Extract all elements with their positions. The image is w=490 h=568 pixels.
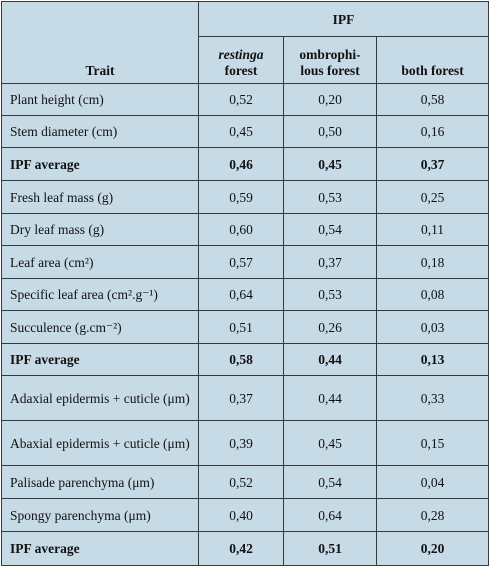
table-row: Succulence (g.cm⁻²) 0,51 0,26 0,03 xyxy=(1,310,490,344)
trait-cell: Dry leaf mass (g) xyxy=(1,213,199,246)
header-row-group: Trait IPF xyxy=(1,1,490,84)
value-cell: 0,37 xyxy=(198,375,284,421)
value-cell: 0,58 xyxy=(198,343,284,376)
column-header-both: both forest xyxy=(375,36,490,84)
trait-cell: Palisade parenchyma (μm) xyxy=(1,465,199,499)
table-row: Plant height (cm) 0,52 0,20 0,58 xyxy=(1,83,490,116)
value-cell: 0,64 xyxy=(198,278,284,311)
column-header-ombrophilous: ombrophi- lous forest xyxy=(283,36,377,84)
value-cell: 0,53 xyxy=(283,278,377,311)
value-cell: 0,13 xyxy=(375,343,490,376)
value-cell: 0,20 xyxy=(283,83,377,116)
value-cell: 0,37 xyxy=(375,147,490,181)
value-cell: 0,51 xyxy=(283,531,377,566)
value-cell: 0,11 xyxy=(375,213,490,246)
value-cell: 0,25 xyxy=(375,180,490,214)
value-cell: 0,44 xyxy=(283,343,377,376)
trait-cell: Abaxial epidermis + cuticle (μm) xyxy=(1,420,199,466)
column-header-restinga: restinga forest xyxy=(198,36,284,84)
table-row: Stem diameter (cm) 0,45 0,50 0,16 xyxy=(1,115,490,148)
trait-cell: IPF average xyxy=(1,343,199,376)
table-row: Adaxial epidermis + cuticle (μm) 0,37 0,… xyxy=(1,375,490,421)
trait-cell: IPF average xyxy=(1,147,199,181)
value-cell: 0,45 xyxy=(283,420,377,466)
trait-cell: Leaf area (cm²) xyxy=(1,245,199,279)
trait-cell: IPF average xyxy=(1,531,199,566)
value-cell: 0,26 xyxy=(283,310,377,344)
value-cell: 0,57 xyxy=(198,245,284,279)
column-header-ombrophilous-line1: ombrophi- xyxy=(299,47,361,62)
trait-cell: Spongy parenchyma (μm) xyxy=(1,498,199,532)
column-header-both-line1: both forest xyxy=(401,63,464,78)
value-cell: 0,45 xyxy=(283,147,377,181)
value-cell: 0,60 xyxy=(198,213,284,246)
value-cell: 0,28 xyxy=(375,498,490,532)
table-row: Palisade parenchyma (μm) 0,52 0,54 0,04 xyxy=(1,465,490,499)
column-header-restinga-line2: forest xyxy=(224,63,258,78)
value-cell: 0,40 xyxy=(198,498,284,532)
trait-cell: Specific leaf area (cm².g⁻¹) xyxy=(1,278,199,311)
table-row: Spongy parenchyma (μm) 0,40 0,64 0,28 xyxy=(1,498,490,532)
value-cell: 0,54 xyxy=(283,213,377,246)
value-cell: 0,03 xyxy=(375,310,490,344)
table-row: Specific leaf area (cm².g⁻¹) 0,64 0,53 0… xyxy=(1,278,490,311)
value-cell: 0,64 xyxy=(283,498,377,532)
value-cell: 0,42 xyxy=(198,531,284,566)
value-cell: 0,51 xyxy=(198,310,284,344)
trait-cell: Adaxial epidermis + cuticle (μm) xyxy=(1,375,199,421)
table-row: Abaxial epidermis + cuticle (μm) 0,39 0,… xyxy=(1,420,490,466)
value-cell: 0,20 xyxy=(375,531,490,566)
trait-column-header: Trait xyxy=(1,1,199,84)
ipf-group-header: IPF xyxy=(197,1,490,37)
table-row: Dry leaf mass (g) 0,60 0,54 0,11 xyxy=(1,213,490,246)
value-cell: 0,08 xyxy=(375,278,490,311)
value-cell: 0,37 xyxy=(283,245,377,279)
value-cell: 0,58 xyxy=(375,83,490,116)
value-cell: 0,18 xyxy=(375,245,490,279)
value-cell: 0,53 xyxy=(283,180,377,214)
average-row: IPF average 0,46 0,45 0,37 xyxy=(1,147,490,181)
table-row: Leaf area (cm²) 0,57 0,37 0,18 xyxy=(1,245,490,279)
column-header-restinga-line1: restinga xyxy=(218,47,264,62)
value-cell: 0,59 xyxy=(198,180,284,214)
value-cell: 0,16 xyxy=(375,115,490,148)
table-row: Fresh leaf mass (g) 0,59 0,53 0,25 xyxy=(1,180,490,214)
average-row: IPF average 0,42 0,51 0,20 xyxy=(1,531,490,566)
value-cell: 0,50 xyxy=(283,115,377,148)
value-cell: 0,52 xyxy=(198,83,284,116)
trait-cell: Stem diameter (cm) xyxy=(1,115,199,148)
value-cell: 0,04 xyxy=(375,465,490,499)
value-cell: 0,45 xyxy=(198,115,284,148)
trait-cell: Fresh leaf mass (g) xyxy=(1,180,199,214)
value-cell: 0,46 xyxy=(198,147,284,181)
value-cell: 0,33 xyxy=(375,375,490,421)
value-cell: 0,52 xyxy=(198,465,284,499)
value-cell: 0,54 xyxy=(283,465,377,499)
trait-cell: Plant height (cm) xyxy=(1,83,199,116)
header-row-columns: restinga forest ombrophi- lous forest bo… xyxy=(2,36,490,84)
value-cell: 0,39 xyxy=(198,420,284,466)
column-header-ombrophilous-line2: lous forest xyxy=(300,63,360,78)
trait-cell: Succulence (g.cm⁻²) xyxy=(1,310,199,344)
average-row: IPF average 0,58 0,44 0,13 xyxy=(1,343,490,376)
value-cell: 0,44 xyxy=(283,375,377,421)
value-cell: 0,15 xyxy=(375,420,490,466)
